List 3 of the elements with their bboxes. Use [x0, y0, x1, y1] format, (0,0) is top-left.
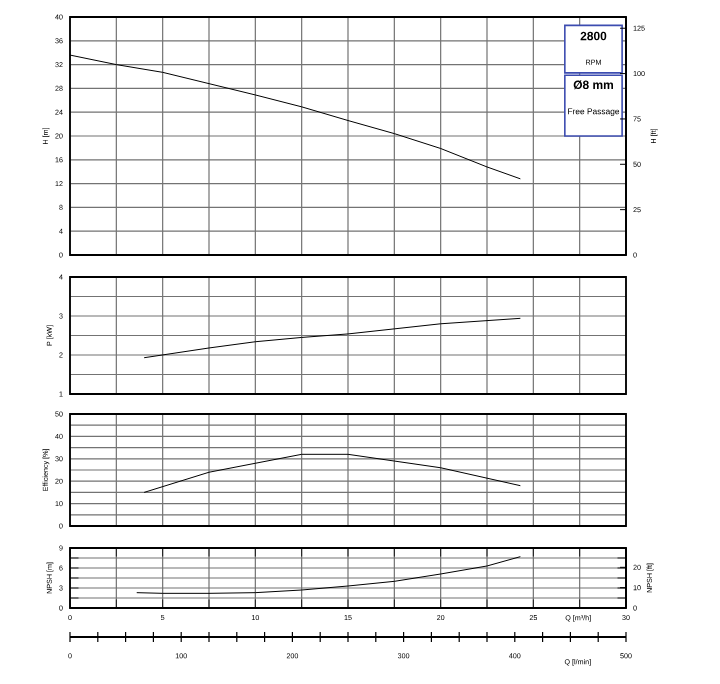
line-series: [143, 317, 521, 359]
line-series: [143, 453, 521, 493]
line-series: [136, 556, 521, 594]
